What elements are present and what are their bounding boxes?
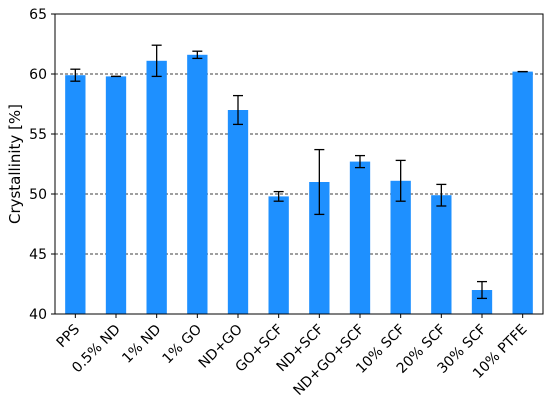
error-bar xyxy=(233,94,243,126)
y-tick-label: 55 xyxy=(29,127,47,143)
error-bar xyxy=(70,68,81,82)
y-axis-label: Crystallinity [%] xyxy=(6,104,24,224)
error-bar xyxy=(192,50,203,60)
grid-lines xyxy=(55,73,543,255)
error-bar xyxy=(436,183,447,207)
x-tick-label: PPS xyxy=(54,321,84,351)
bars xyxy=(65,54,533,315)
bar xyxy=(431,195,452,314)
bar xyxy=(268,196,289,314)
error-bar xyxy=(355,154,365,169)
y-axis-ticks: 40 45 50 55 60 65 xyxy=(29,7,55,323)
bar xyxy=(512,71,533,314)
x-tick-label: 1% ND xyxy=(119,322,164,367)
bar xyxy=(227,110,249,314)
y-tick-label: 60 xyxy=(29,67,47,83)
y-tick-label: 50 xyxy=(29,187,47,203)
error-bar xyxy=(477,280,487,300)
y-tick-label: 45 xyxy=(29,247,47,263)
error-bar xyxy=(273,190,284,202)
bar xyxy=(349,161,371,314)
error-bars xyxy=(70,44,528,300)
bar xyxy=(105,76,127,315)
bar xyxy=(187,54,208,315)
y-tick-label: 65 xyxy=(29,7,47,23)
bar xyxy=(471,290,493,314)
bar xyxy=(309,182,330,314)
error-bar xyxy=(151,44,162,78)
error-bar xyxy=(314,148,325,216)
error-bar xyxy=(395,159,406,202)
plot-frame xyxy=(54,13,544,315)
y-tick-label: 40 xyxy=(29,307,47,323)
bar xyxy=(146,60,167,314)
bar xyxy=(65,75,86,314)
x-tick-label: ND+GO+SCF xyxy=(291,322,368,399)
bar xyxy=(390,180,411,314)
